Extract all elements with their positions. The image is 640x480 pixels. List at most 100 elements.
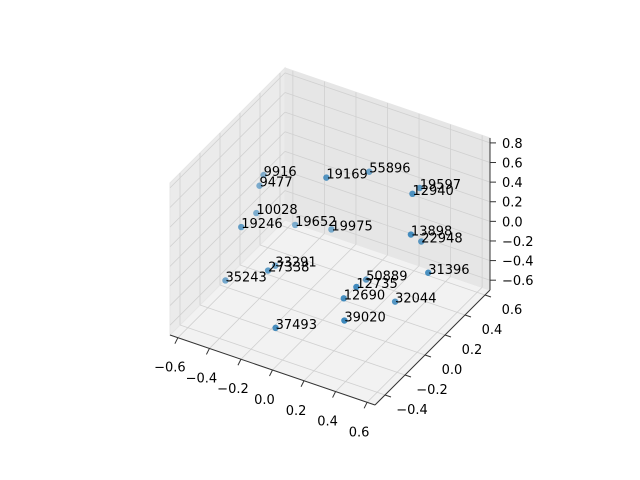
point	[418, 238, 425, 245]
grid-line	[284, 150, 491, 222]
point	[291, 221, 299, 229]
grid-line	[284, 72, 491, 144]
grid-line	[169, 131, 286, 248]
point	[272, 262, 279, 269]
x-tick-label: −0.2	[217, 382, 249, 397]
grid-line	[259, 244, 466, 316]
z-tick-label: 0.0	[502, 215, 523, 230]
grid-line	[169, 209, 286, 326]
point-label: 32044	[395, 292, 436, 307]
y-tick	[384, 394, 392, 398]
y-tick-label: 0.2	[462, 343, 483, 358]
y-tick-label: 0.4	[482, 323, 503, 338]
point	[340, 295, 347, 302]
x-tick	[363, 402, 368, 409]
x-tick	[205, 348, 210, 355]
point	[416, 184, 423, 192]
grid-line	[240, 243, 357, 360]
point	[272, 324, 279, 332]
grid-line	[284, 92, 491, 163]
grid-line	[284, 190, 491, 261]
point-label: 13898	[411, 225, 452, 240]
point	[222, 277, 229, 284]
x-tick	[332, 391, 337, 398]
point	[264, 267, 272, 274]
y-tick	[464, 314, 472, 318]
z-tick-label: 0.4	[502, 176, 523, 191]
x-tick	[174, 337, 179, 344]
point	[425, 269, 432, 276]
x-tick-label: 0.0	[254, 393, 275, 408]
x-tick	[300, 380, 305, 387]
z-tick-label: 0.6	[502, 157, 523, 172]
point-label: 19246	[241, 217, 282, 232]
point	[328, 226, 335, 233]
z-tick-label: −0.2	[502, 235, 534, 250]
point-label: 9916	[264, 165, 297, 180]
point-label: 31396	[428, 263, 469, 278]
x-tick	[269, 369, 273, 377]
z-tick-label: −0.6	[502, 274, 534, 289]
point-label: 22948	[421, 231, 462, 246]
point-label: 19652	[295, 215, 336, 230]
grid-line	[284, 111, 491, 183]
point	[323, 174, 330, 181]
y-tick	[424, 354, 432, 358]
grid-line	[209, 233, 325, 349]
z-tick-label: −0.4	[502, 255, 534, 270]
point-label: 50889	[366, 270, 407, 285]
point-label: 12940	[412, 184, 453, 199]
point	[341, 317, 348, 324]
grid-line	[169, 111, 286, 228]
grid-line	[272, 254, 388, 371]
grid-line	[284, 170, 491, 242]
grid-line	[179, 324, 386, 396]
grid-line	[284, 209, 491, 281]
x-tick-label: 0.6	[349, 425, 370, 440]
point-label: 35243	[225, 270, 266, 285]
grid-line	[169, 92, 286, 208]
y-tick	[444, 334, 452, 338]
point-label: 27338	[268, 261, 309, 276]
grid-line	[169, 72, 286, 189]
y-tick-label: −0.2	[416, 383, 448, 398]
x-tick-label: 0.2	[286, 404, 307, 419]
x-tick-label: 0.4	[317, 415, 338, 430]
grid-line	[169, 190, 286, 306]
x-tick	[237, 359, 242, 366]
grid-line	[169, 170, 286, 287]
point	[353, 283, 360, 291]
grid-line	[303, 265, 420, 382]
y-tick	[404, 374, 412, 378]
y-tick-label: 0.6	[502, 303, 523, 318]
point	[362, 276, 370, 283]
point	[260, 171, 267, 179]
point	[409, 190, 416, 198]
point-label: 55896	[369, 162, 410, 177]
point	[366, 168, 373, 175]
grid-line	[219, 284, 426, 356]
grid-line	[199, 304, 406, 376]
point	[407, 231, 415, 238]
point-label: 37493	[276, 318, 317, 333]
grid-line	[335, 276, 451, 392]
point-label: 19597	[420, 178, 461, 193]
point	[256, 182, 263, 189]
grid-line	[366, 287, 483, 403]
y-tick	[484, 294, 492, 298]
z-tick-label: 0.2	[502, 196, 523, 211]
point	[391, 298, 399, 305]
point-label: 39020	[344, 311, 385, 326]
point-label: 19169	[326, 168, 367, 183]
point-label: 33291	[275, 256, 316, 271]
y-tick-label: 0.0	[442, 363, 463, 378]
grid-line	[169, 151, 286, 267]
point-label: 19975	[331, 219, 372, 234]
point	[253, 209, 260, 217]
x-axis	[169, 334, 376, 406]
grid-line	[177, 222, 294, 338]
point-label: 10028	[256, 203, 297, 218]
point-label: 9477	[260, 176, 293, 191]
y-axis	[374, 289, 491, 406]
